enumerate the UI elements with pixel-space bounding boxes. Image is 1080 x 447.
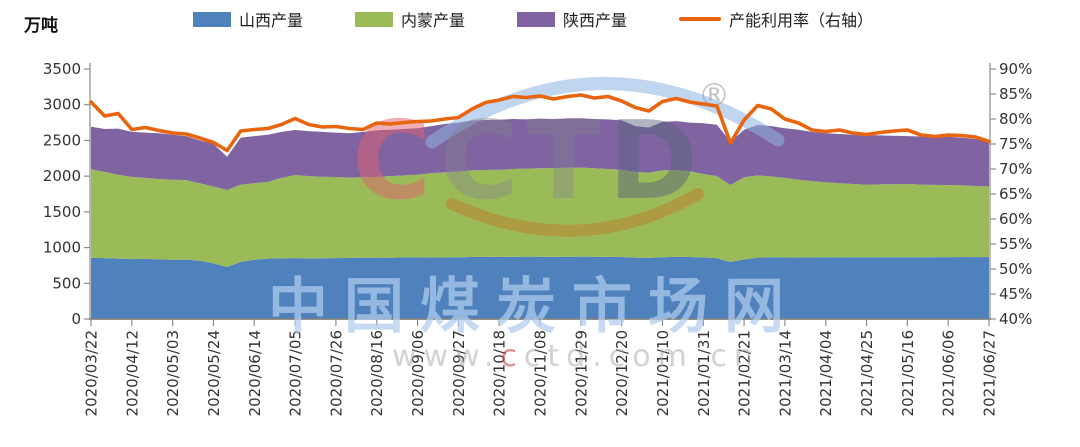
svg-text:500: 500 — [52, 274, 81, 292]
svg-text:2020/05/24: 2020/05/24 — [205, 330, 223, 416]
svg-text:2020/09/06: 2020/09/06 — [409, 330, 427, 416]
svg-text:65%: 65% — [999, 185, 1032, 203]
svg-text:2020/04/12: 2020/04/12 — [123, 330, 141, 416]
svg-text:2020/07/05: 2020/07/05 — [287, 330, 305, 416]
svg-text:2020/05/03: 2020/05/03 — [164, 330, 182, 416]
chart-legend: 山西产量 内蒙产量 陕西产量 产能利用率（右轴） — [193, 7, 873, 31]
legend-label-utilization: 产能利用率（右轴） — [729, 11, 874, 30]
legend-swatch-neimeng — [355, 11, 394, 27]
svg-text:3500: 3500 — [43, 60, 81, 78]
svg-text:2021/06/06: 2021/06/06 — [940, 330, 958, 416]
legend-item-shanxi: 山西产量 — [193, 7, 303, 31]
svg-text:2020/09/27: 2020/09/27 — [450, 330, 468, 416]
svg-text:2020/11/08: 2020/11/08 — [532, 330, 550, 416]
legend-swatch-shaanxi — [517, 11, 556, 27]
svg-text:2020/11/29: 2020/11/29 — [572, 330, 590, 416]
svg-text:2021/04/04: 2021/04/04 — [817, 330, 835, 416]
svg-text:2020/12/20: 2020/12/20 — [613, 330, 631, 416]
svg-text:2500: 2500 — [43, 131, 81, 149]
svg-text:75%: 75% — [999, 135, 1032, 153]
legend-item-neimeng: 内蒙产量 — [355, 7, 465, 31]
legend-item-utilization: 产能利用率（右轴） — [679, 7, 873, 31]
svg-text:2021/05/16: 2021/05/16 — [899, 330, 917, 416]
svg-text:1000: 1000 — [43, 239, 81, 257]
svg-text:40%: 40% — [999, 310, 1032, 328]
svg-text:3000: 3000 — [43, 96, 81, 114]
svg-text:2021/04/25: 2021/04/25 — [858, 330, 876, 416]
svg-text:2021/06/27: 2021/06/27 — [981, 330, 999, 416]
svg-text:2021/01/31: 2021/01/31 — [695, 330, 713, 416]
legend-label-shaanxi: 陕西产量 — [563, 11, 628, 30]
svg-text:70%: 70% — [999, 160, 1032, 178]
utilization-line — [89, 93, 991, 153]
svg-text:2021/03/14: 2021/03/14 — [776, 330, 794, 416]
left-axis-unit-label: 万吨 — [24, 16, 58, 36]
svg-text:85%: 85% — [999, 85, 1032, 103]
svg-text:2020/06/14: 2020/06/14 — [246, 330, 264, 416]
svg-text:55%: 55% — [999, 235, 1032, 253]
svg-text:50%: 50% — [999, 260, 1032, 278]
chart-axes: 0 500 1000 1500 2000 2500 3000 3500 40% 45% 50% 55%… — [43, 60, 1033, 416]
registered-trademark-icon: ® — [698, 76, 730, 114]
legend-swatch-shanxi — [193, 11, 231, 27]
svg-text:2020/03/22: 2020/03/22 — [83, 330, 101, 416]
svg-text:2000: 2000 — [43, 167, 81, 185]
svg-text:2020/07/26: 2020/07/26 — [327, 330, 345, 416]
legend-label-neimeng: 内蒙产量 — [401, 11, 466, 30]
svg-text:2021/01/10: 2021/01/10 — [654, 330, 672, 416]
svg-text:90%: 90% — [999, 60, 1032, 78]
svg-text:2020/08/16: 2020/08/16 — [368, 330, 386, 416]
svg-text:2020/10/18: 2020/10/18 — [491, 330, 509, 416]
svg-text:1500: 1500 — [43, 203, 81, 221]
svg-text:2021/02/21: 2021/02/21 — [736, 330, 754, 416]
svg-text:80%: 80% — [999, 110, 1032, 128]
legend-line-marker-utilization — [679, 16, 722, 22]
legend-label-shanxi: 山西产量 — [239, 11, 304, 30]
svg-text:60%: 60% — [999, 210, 1032, 228]
svg-text:0: 0 — [71, 310, 81, 328]
legend-item-shaanxi: 陕西产量 — [517, 7, 627, 31]
svg-text:45%: 45% — [999, 285, 1032, 303]
